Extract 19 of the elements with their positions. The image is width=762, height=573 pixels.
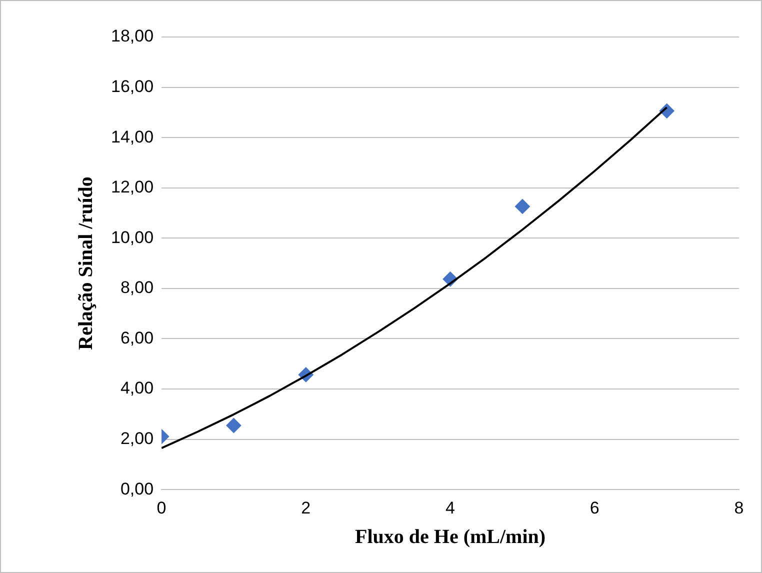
y-axis-title: Relação Sinal /ruído bbox=[75, 176, 98, 350]
y-tick-label: 4,00 bbox=[120, 378, 154, 398]
y-tick-label: 16,00 bbox=[110, 76, 154, 96]
y-tick-label: 10,00 bbox=[110, 228, 154, 247]
x-tick-label: 0 bbox=[156, 498, 166, 518]
y-tick-label: 2,00 bbox=[120, 429, 154, 448]
y-tick-label: 8,00 bbox=[120, 278, 154, 298]
point bbox=[226, 418, 242, 433]
x-tick-label: 8 bbox=[734, 498, 744, 518]
y-tick-label: 14,00 bbox=[110, 127, 154, 146]
y-tick-label: 6,00 bbox=[120, 328, 154, 348]
x-tick-label: 6 bbox=[590, 498, 600, 518]
y-tick-label: 0,00 bbox=[120, 479, 154, 498]
y-tick-label: 18,00 bbox=[110, 26, 154, 46]
x-tick-label: 4 bbox=[446, 498, 456, 518]
point bbox=[514, 198, 530, 214]
y-tick-label: 12,00 bbox=[110, 178, 154, 197]
x-tick-label: 2 bbox=[301, 498, 311, 518]
x-axis-title: Fluxo de He (mL/min) bbox=[354, 526, 546, 548]
